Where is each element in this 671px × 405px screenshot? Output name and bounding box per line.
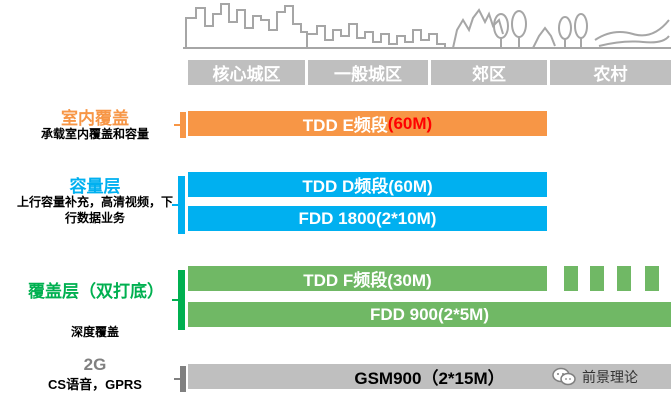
bar-tdd-e-label: TDD E频段 (302, 116, 388, 135)
zone-core-city: 核心城区 (188, 60, 305, 85)
capacity-layer-title: 容量层 (69, 177, 121, 196)
rural-segment-4 (645, 266, 659, 291)
coverage-layer-subtitle: 深度覆盖 (70, 325, 119, 339)
rural-segment-1 (564, 266, 578, 291)
indoor-brace (174, 112, 186, 138)
rural-segment-3 (617, 266, 631, 291)
indoor-layer-subtitle: 承载室内覆盖和容量 (40, 127, 149, 141)
zone-suburb: 郊区 (431, 60, 547, 85)
coverage-layer-title: 覆盖层（双打底） (28, 282, 164, 301)
bar-fdd-900: FDD 900(2*5M) (188, 302, 671, 327)
skyline-illustration (183, 3, 671, 49)
bar-gsm900: GSM900（2*15M） (188, 364, 671, 389)
rural-segment-2 (590, 266, 604, 291)
bar-tdd-f: TDD F频段(30M) (188, 266, 547, 291)
capacity-layer-subtitle: 上行容量补充，高清视频，下行数据业务 (16, 195, 173, 225)
bar-tdd-e: TDD E频段 (60M) (188, 111, 547, 136)
watermark-text: 前景理论 (582, 369, 638, 385)
bar-tdd-d: TDD D频段(60M) (188, 172, 547, 197)
watermark: 前景理论 (552, 364, 638, 390)
zone-general-city: 一般城区 (308, 60, 428, 85)
bar-tdd-e-highlight: (60M) (387, 113, 433, 133)
legacy-layer-title: 2G (83, 355, 107, 374)
indoor-layer-title: 室内覆盖 (61, 109, 129, 128)
legacy-layer-subtitle: CS语音，GPRS (48, 377, 142, 392)
coverage-brace (172, 270, 185, 330)
legacy-brace (174, 366, 186, 392)
bar-fdd-1800: FDD 1800(2*10M) (188, 206, 547, 231)
capacity-brace (172, 176, 185, 234)
wechat-icon (552, 367, 576, 386)
zone-rural: 农村 (550, 60, 671, 85)
